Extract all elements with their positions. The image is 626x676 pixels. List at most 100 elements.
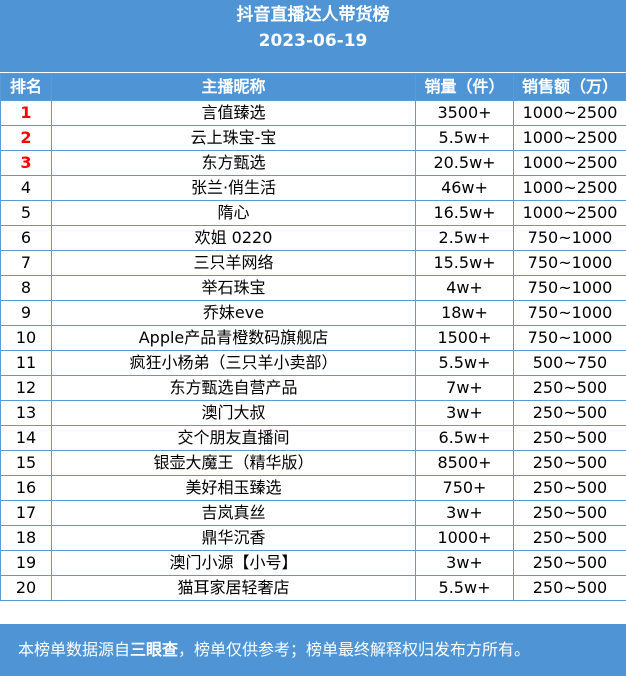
table-row: 14 交个朋友直播间 6.5w+ 250~500 [0,425,626,451]
rank-cell: 9 [0,300,52,326]
rank-cell: 4 [0,175,52,201]
ranking-table: 排名 主播昵称 销量（件） 销售额（万） 1 言值臻选 3500+ 1000~2500… [0,73,626,601]
table-row: 18 鼎华沉香 1000+ 250~500 [0,525,626,551]
table-row: 4 张兰·俏生活 46w+ 1000~2500 [0,175,626,201]
rank-cell: 3 [0,150,52,176]
rank-cell: 12 [0,375,52,401]
table-row: 5 隋心 16.5w+ 1000~2500 [0,200,626,226]
rank-cell: 19 [0,550,52,576]
rank-cell: 17 [0,500,52,526]
sales-volume-cell: 5.5w+ [415,125,514,151]
sales-amount-cell: 1000~2500 [513,175,626,201]
rank-cell: 2 [0,125,52,151]
sales-volume-cell: 1000+ [415,525,514,551]
sales-amount-cell: 750~1000 [513,275,626,301]
rank-cell: 10 [0,325,52,351]
rank-cell: 14 [0,425,52,451]
table-row: 17 吉岚真丝 3w+ 250~500 [0,500,626,526]
sales-amount-cell: 500~750 [513,350,626,376]
anchor-name-cell: 张兰·俏生活 [51,175,416,201]
anchor-name-cell: 澳门小源【小号】 [51,550,416,576]
anchor-name-cell: 欢姐 0220 [51,225,416,251]
sales-amount-cell: 750~1000 [513,300,626,326]
anchor-name-cell: Apple产品青橙数码旗舰店 [51,325,416,351]
table-row: 13 澳门大叔 3w+ 250~500 [0,400,626,426]
sales-volume-cell: 5.5w+ [415,575,514,601]
sales-volume-cell: 3w+ [415,500,514,526]
table-row: 7 三只羊网络 15.5w+ 750~1000 [0,250,626,276]
page-title: 抖音直播达人带货榜 [236,5,390,25]
sales-volume-cell: 3w+ [415,550,514,576]
anchor-name-cell: 东方甄选 [51,150,416,176]
table-row: 9 乔妹eve 18w+ 750~1000 [0,300,626,326]
rank-cell: 16 [0,475,52,501]
anchor-name-cell: 东方甄选自营产品 [51,375,416,401]
anchor-name-cell: 乔妹eve [51,300,416,326]
rank-cell: 8 [0,275,52,301]
sales-volume-cell: 46w+ [415,175,514,201]
sales-volume-cell: 20.5w+ [415,150,514,176]
column-header-rank: 排名 [0,73,52,101]
footer-source: 三眼查 [130,640,179,659]
anchor-name-cell: 三只羊网络 [51,250,416,276]
table-row: 20 猫耳家居轻奢店 5.5w+ 250~500 [0,575,626,601]
sales-volume-cell: 750+ [415,475,514,501]
sales-amount-cell: 1000~2500 [513,200,626,226]
column-header-name: 主播昵称 [51,73,416,101]
rank-cell: 18 [0,525,52,551]
anchor-name-cell: 澳门大叔 [51,400,416,426]
ranking-date: 2023-06-19 [258,31,368,51]
rank-cell: 5 [0,200,52,226]
sales-amount-cell: 250~500 [513,375,626,401]
column-header-sales: 销量（件） [415,73,514,101]
table-row: 19 澳门小源【小号】 3w+ 250~500 [0,550,626,576]
anchor-name-cell: 吉岚真丝 [51,500,416,526]
anchor-name-cell: 鼎华沉香 [51,525,416,551]
sales-amount-cell: 1000~2500 [513,150,626,176]
rank-cell: 13 [0,400,52,426]
table-row: 3 东方甄选 20.5w+ 1000~2500 [0,150,626,176]
table-row: 16 美好相玉臻选 750+ 250~500 [0,475,626,501]
sales-volume-cell: 8500+ [415,450,514,476]
table-row: 1 言值臻选 3500+ 1000~2500 [0,100,626,126]
table-row: 2 云上珠宝-宝 5.5w+ 1000~2500 [0,125,626,151]
footer-prefix: 本榜单数据源自 [18,640,131,659]
sales-amount-cell: 750~1000 [513,325,626,351]
sales-amount-cell: 750~1000 [513,250,626,276]
rank-cell: 15 [0,450,52,476]
anchor-name-cell: 隋心 [51,200,416,226]
rank-cell: 1 [0,100,52,126]
anchor-name-cell: 银壶大魔王（精华版） [51,450,416,476]
sales-amount-cell: 1000~2500 [513,100,626,126]
rank-cell: 20 [0,575,52,601]
sales-amount-cell: 250~500 [513,450,626,476]
sales-volume-cell: 16.5w+ [415,200,514,226]
footer-text: 本榜单数据源自三眼查，榜单仅供参考；榜单最终解释权归发布方所有。 [18,624,530,676]
table-row: 10 Apple产品青橙数码旗舰店 1500+ 750~1000 [0,325,626,351]
sales-volume-cell: 7w+ [415,375,514,401]
table-header-row: 排名 主播昵称 销量（件） 销售额（万） [0,73,626,101]
sales-volume-cell: 18w+ [415,300,514,326]
table-row: 11 疯狂小杨弟（三只羊小卖部） 5.5w+ 500~750 [0,350,626,376]
sales-amount-cell: 250~500 [513,575,626,601]
sales-amount-cell: 750~1000 [513,225,626,251]
table-row: 8 举石珠宝 4w+ 750~1000 [0,275,626,301]
table-row: 12 东方甄选自营产品 7w+ 250~500 [0,375,626,401]
anchor-name-cell: 美好相玉臻选 [51,475,416,501]
sales-volume-cell: 15.5w+ [415,250,514,276]
sales-volume-cell: 4w+ [415,275,514,301]
sales-amount-cell: 250~500 [513,500,626,526]
sales-volume-cell: 3500+ [415,100,514,126]
page-header: 抖音直播达人带货榜 2023-06-19 [0,0,626,72]
sales-amount-cell: 250~500 [513,400,626,426]
sales-amount-cell: 250~500 [513,525,626,551]
footer-suffix: ，榜单仅供参考；榜单最终解释权归发布方所有。 [178,640,531,659]
anchor-name-cell: 言值臻选 [51,100,416,126]
sales-volume-cell: 6.5w+ [415,425,514,451]
table-row: 15 银壶大魔王（精华版） 8500+ 250~500 [0,450,626,476]
sales-amount-cell: 250~500 [513,475,626,501]
anchor-name-cell: 举石珠宝 [51,275,416,301]
sales-amount-cell: 250~500 [513,425,626,451]
anchor-name-cell: 猫耳家居轻奢店 [51,575,416,601]
rank-cell: 7 [0,250,52,276]
